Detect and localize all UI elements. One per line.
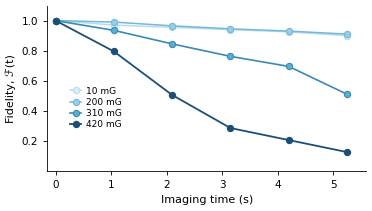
- 420 mG: [286, 139, 291, 141]
- 310 mG: [286, 65, 291, 68]
- Line: 10 mG: 10 mG: [52, 18, 350, 39]
- 200 mG: [112, 21, 116, 23]
- 200 mG: [345, 33, 349, 35]
- 310 mG: [228, 55, 232, 58]
- 10 mG: [228, 28, 232, 31]
- 200 mG: [228, 28, 232, 30]
- 310 mG: [170, 43, 174, 45]
- 10 mG: [112, 24, 116, 26]
- 420 mG: [345, 151, 349, 153]
- 310 mG: [53, 19, 58, 22]
- 420 mG: [53, 19, 58, 22]
- Line: 200 mG: 200 mG: [52, 18, 350, 37]
- 420 mG: [228, 127, 232, 129]
- X-axis label: Imaging time (s): Imaging time (s): [161, 195, 253, 206]
- 310 mG: [112, 29, 116, 32]
- Line: 420 mG: 420 mG: [52, 18, 350, 155]
- Legend: 10 mG, 200 mG, 310 mG, 420 mG: 10 mG, 200 mG, 310 mG, 420 mG: [68, 84, 124, 132]
- 420 mG: [170, 94, 174, 96]
- 10 mG: [345, 34, 349, 37]
- 310 mG: [345, 93, 349, 96]
- 10 mG: [53, 19, 58, 22]
- Y-axis label: Fidelity, ℱ(t): Fidelity, ℱ(t): [6, 54, 16, 123]
- 200 mG: [170, 24, 174, 27]
- 420 mG: [112, 50, 116, 53]
- 200 mG: [286, 30, 291, 32]
- 10 mG: [170, 26, 174, 29]
- Line: 310 mG: 310 mG: [52, 18, 350, 97]
- 200 mG: [53, 19, 58, 22]
- 10 mG: [286, 31, 291, 33]
